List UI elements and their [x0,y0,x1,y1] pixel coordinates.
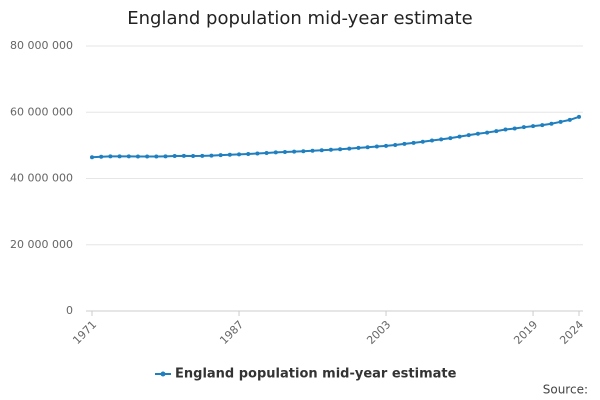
data-point [411,140,416,145]
data-point [531,124,536,129]
data-point [558,119,563,124]
data-point [521,125,526,130]
data-point [540,123,545,128]
y-tick-label: 60 000 000 [10,105,73,118]
data-point [310,148,315,153]
data-point [135,154,140,159]
data-point [475,131,480,136]
data-point [393,143,398,148]
data-point [145,154,150,159]
source: Source: [543,383,588,397]
data-point [209,153,214,158]
data-point [577,114,581,119]
data-point [466,133,471,138]
data-point [163,154,168,159]
data-point [282,150,287,155]
series-line [91,115,580,159]
y-tick-label: 20 000 000 [10,238,73,251]
data-point [237,152,242,157]
data-point [567,117,572,122]
data-point [512,126,517,131]
data-point [347,146,352,151]
data-point [246,151,251,156]
data-point [365,145,370,150]
data-point [420,139,425,144]
data-point [429,138,434,143]
data-point [448,136,453,141]
data-point [172,154,177,159]
data-point [273,150,278,155]
data-point [200,153,205,158]
chart-title: England population mid-year estimate [127,8,473,29]
data-point [384,143,389,148]
data-point [549,121,554,126]
x-tick-label: 2003 [364,318,393,347]
data-point [503,127,508,132]
data-point [154,154,159,159]
data-point [328,147,333,152]
data-point [227,152,232,157]
data-point [485,130,490,135]
data-point [117,154,122,159]
data-point [255,151,260,156]
data-point [191,154,196,159]
data-point [439,137,444,142]
y-tick-label: 80 000 000 [10,39,73,52]
data-point [338,147,343,152]
data-point [374,144,379,149]
legend-symbol [160,371,166,377]
data-point [292,149,297,154]
x-tick-label: 2024 [557,318,586,347]
data-point [181,153,186,158]
data-point [108,154,113,159]
data-point [457,134,462,139]
y-tick-label: 40 000 000 [10,172,73,185]
x-tick-label: 1987 [217,318,246,347]
x-tick-label: 1971 [70,318,99,347]
data-point [99,154,104,159]
data-point [319,148,324,153]
data-point [356,145,361,150]
y-tick-label: 0 [66,304,73,317]
data-point [126,154,131,159]
x-tick-label: 2019 [511,318,540,347]
data-point [90,155,94,160]
data-point [402,141,407,146]
data-point [264,150,269,155]
legend-label: England population mid-year estimate [175,367,457,382]
data-point [301,149,306,154]
data-point [218,153,223,158]
data-point [494,129,499,134]
